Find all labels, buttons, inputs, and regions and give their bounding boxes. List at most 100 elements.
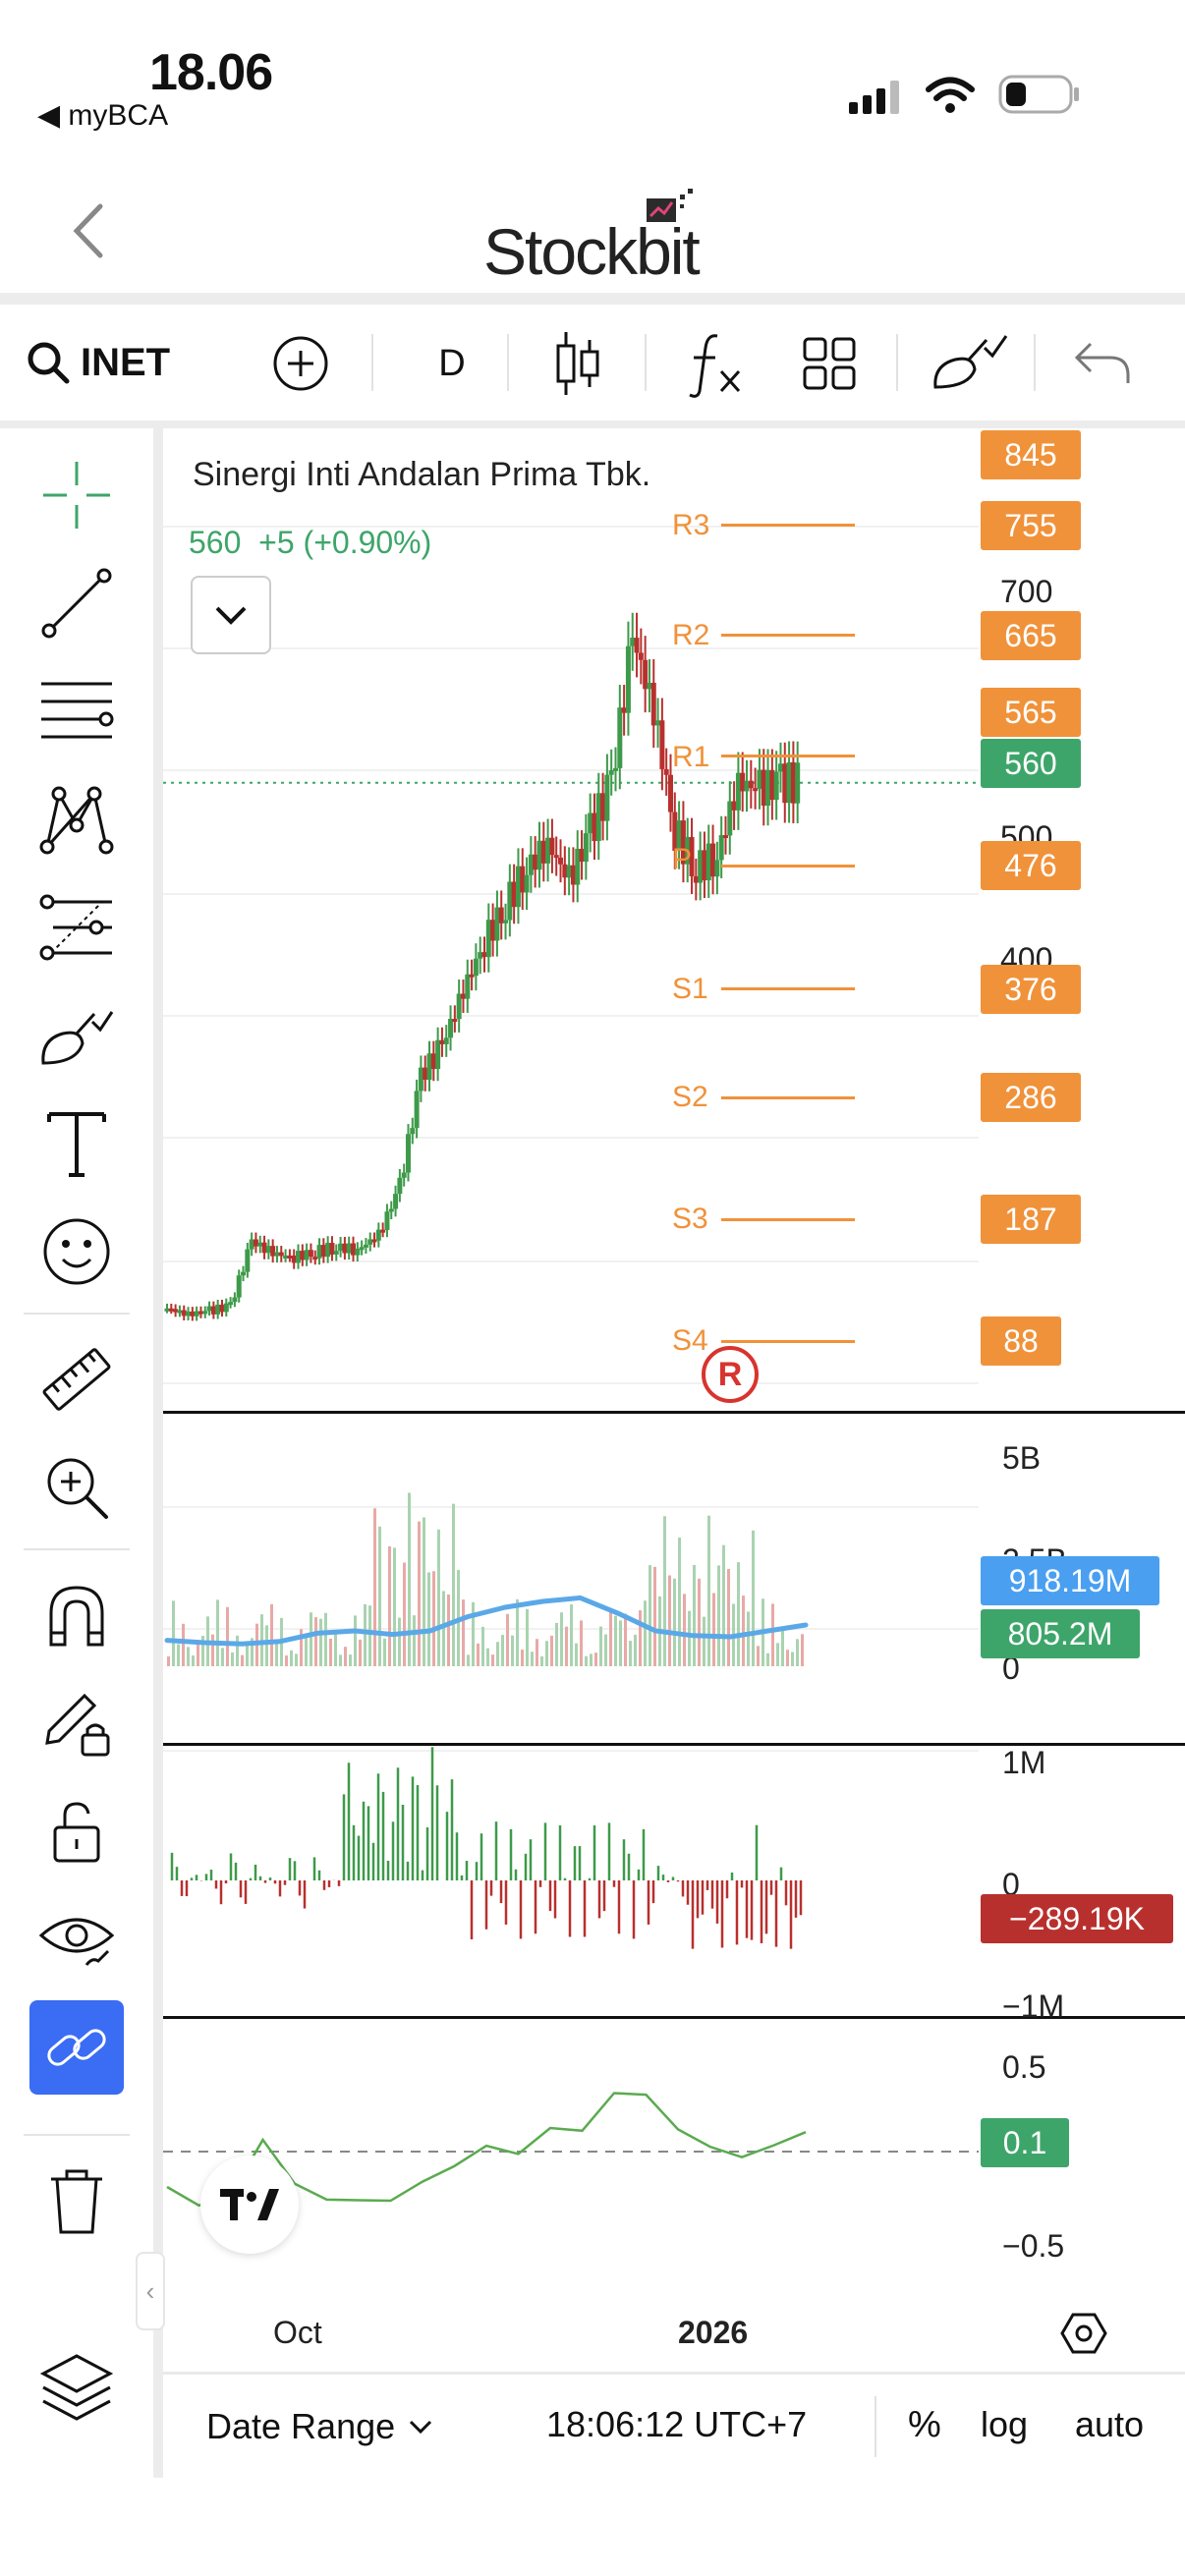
volume-bar bbox=[580, 1620, 583, 1666]
trendline-tool[interactable] bbox=[29, 556, 124, 650]
price-tag: 755 bbox=[981, 501, 1081, 550]
date-range-dropdown[interactable]: Date Range bbox=[206, 2402, 434, 2451]
volume-bar bbox=[560, 1612, 563, 1666]
candle-type-button[interactable] bbox=[548, 326, 607, 401]
candle-body bbox=[718, 835, 724, 861]
smiley-icon bbox=[43, 1218, 110, 1285]
candle-body bbox=[583, 833, 589, 863]
crosshair-tool[interactable] bbox=[29, 448, 124, 542]
text-tool[interactable] bbox=[29, 1096, 124, 1191]
volume-bar bbox=[536, 1639, 538, 1666]
volume-bar bbox=[585, 1655, 588, 1666]
unlock-tool[interactable] bbox=[29, 1784, 124, 1878]
log-toggle[interactable]: log bbox=[981, 2404, 1029, 2444]
candle-body bbox=[604, 774, 610, 821]
pattern-tool[interactable] bbox=[29, 772, 124, 867]
measure-tool[interactable] bbox=[29, 1332, 124, 1427]
osc-tag: 0.1 bbox=[981, 2118, 1069, 2167]
price-tick: 700 bbox=[1000, 574, 1053, 609]
candle-body bbox=[245, 1249, 251, 1272]
candle-body bbox=[494, 907, 500, 941]
add-compare-button[interactable] bbox=[271, 334, 330, 393]
candlestick-icon bbox=[556, 332, 599, 395]
volume-bar bbox=[555, 1622, 558, 1666]
layout-button[interactable] bbox=[802, 336, 857, 391]
percent-toggle[interactable]: % bbox=[908, 2404, 941, 2445]
trash-icon bbox=[51, 2169, 102, 2234]
pivot-line-r3 bbox=[721, 524, 855, 527]
pivot-label-s2: S2 bbox=[672, 1081, 708, 1113]
candle-body bbox=[371, 1239, 377, 1243]
rights-badge[interactable]: R bbox=[702, 1346, 759, 1403]
candle-body bbox=[625, 645, 631, 713]
candle-body bbox=[490, 920, 496, 941]
candle-body bbox=[469, 974, 475, 978]
time-label-2026: 2026 bbox=[678, 2315, 749, 2350]
volume-bar bbox=[766, 1652, 769, 1666]
volume-bar bbox=[197, 1645, 199, 1666]
volume-bar bbox=[231, 1652, 234, 1666]
volume-bar bbox=[594, 1652, 597, 1666]
candle-body bbox=[540, 840, 546, 864]
candle-body bbox=[511, 881, 517, 908]
volume-bar bbox=[354, 1615, 357, 1666]
volume-tick: 5B bbox=[1002, 1440, 1042, 1476]
flow-tick: 0 bbox=[1002, 1867, 1020, 1902]
candle-body bbox=[765, 769, 771, 807]
volume-bar bbox=[604, 1634, 607, 1666]
chart-area[interactable] bbox=[163, 428, 1185, 2374]
visibility-tool[interactable] bbox=[29, 1892, 124, 1987]
candle-body bbox=[722, 835, 728, 839]
volume-bar bbox=[314, 1617, 317, 1666]
horizontal-lines-tool[interactable] bbox=[29, 664, 124, 758]
candle-body bbox=[515, 866, 521, 908]
candle-body bbox=[300, 1251, 306, 1260]
zoom-tool[interactable] bbox=[29, 1440, 124, 1535]
candle-body bbox=[773, 771, 779, 801]
drawing-toggle-button[interactable] bbox=[930, 330, 1008, 395]
candle-body bbox=[592, 812, 597, 841]
candle-body bbox=[533, 854, 538, 870]
back-to-app[interactable]: ◀ myBCA bbox=[37, 99, 169, 132]
volume-bar bbox=[270, 1603, 273, 1666]
legend-toggle-button[interactable] bbox=[191, 576, 271, 654]
fibonacci-tool[interactable] bbox=[29, 880, 124, 975]
layers-tool[interactable] bbox=[29, 2340, 124, 2435]
volume-bar bbox=[408, 1492, 411, 1666]
volume-bar bbox=[796, 1639, 799, 1666]
candle-body bbox=[316, 1245, 322, 1259]
chevron-down-icon bbox=[215, 606, 247, 625]
candle-body bbox=[232, 1297, 238, 1303]
volume-bar bbox=[211, 1634, 214, 1666]
candle-body bbox=[460, 993, 466, 999]
volume-bar bbox=[791, 1652, 794, 1666]
header-divider bbox=[0, 293, 1185, 305]
auto-toggle[interactable]: auto bbox=[1075, 2404, 1145, 2444]
collapse-tools-handle[interactable]: ‹ bbox=[136, 2252, 165, 2330]
candle-body bbox=[777, 763, 783, 772]
volume-bar bbox=[693, 1564, 696, 1666]
symbol-search[interactable]: INET bbox=[26, 328, 193, 397]
lock-drawings-tool[interactable] bbox=[29, 1676, 124, 1770]
candle-body bbox=[274, 1252, 280, 1257]
indicators-button[interactable] bbox=[686, 326, 745, 401]
interval-button[interactable]: D bbox=[438, 342, 466, 384]
clock-timezone[interactable]: 18:06:12 UTC+7 bbox=[546, 2404, 808, 2444]
volume-bar bbox=[707, 1515, 710, 1666]
undo-button[interactable] bbox=[1073, 338, 1132, 387]
magnet-tool[interactable] bbox=[29, 1568, 124, 1662]
volume-bar bbox=[349, 1654, 352, 1666]
tradingview-logo-icon[interactable] bbox=[200, 2156, 299, 2254]
candle-body bbox=[613, 767, 619, 771]
candle-body bbox=[418, 1067, 423, 1092]
candle-body bbox=[558, 857, 564, 865]
chart-canvas[interactable] bbox=[163, 428, 1185, 2374]
delete-tool[interactable] bbox=[29, 2154, 124, 2248]
brush-tool[interactable] bbox=[29, 988, 124, 1083]
emoji-tool[interactable] bbox=[29, 1204, 124, 1299]
chart-settings-button[interactable] bbox=[1059, 2309, 1108, 2358]
back-button[interactable] bbox=[59, 196, 118, 265]
candle-body bbox=[393, 1194, 399, 1209]
sync-drawings-tool[interactable] bbox=[29, 2000, 124, 2095]
date-range-label: Date Range bbox=[206, 2406, 396, 2446]
